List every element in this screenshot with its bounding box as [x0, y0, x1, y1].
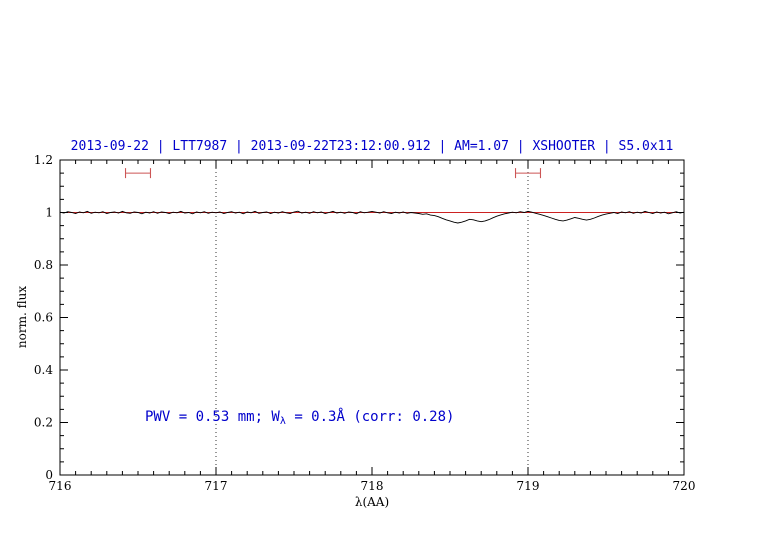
x-tick-label: 718	[361, 479, 384, 493]
y-tick-label: 0.4	[34, 363, 53, 377]
y-tick-label: 0	[45, 468, 53, 482]
axis-frame	[59, 159, 685, 476]
pwv-annotation-suffix: = 0.3Å (corr: 0.28)	[285, 409, 455, 425]
x-tick-label: 719	[517, 479, 540, 493]
x-tick-label: 717	[205, 479, 228, 493]
lambda-subscript: λ	[279, 416, 286, 427]
spectrum-line	[59, 210, 685, 224]
y-tick-label: 1.2	[34, 153, 53, 167]
x-axis-label: λ(AA)	[354, 495, 390, 509]
y-tick-label: 1	[45, 206, 53, 220]
x-tick-label: 720	[673, 479, 696, 493]
y-tick-label: 0.2	[34, 416, 53, 430]
pwv-annotation-prefix: PWV = 0.53 mm; W	[145, 409, 280, 425]
page-title: 2013-09-22 | LTT7987 | 2013-09-22T23:12:…	[70, 139, 674, 154]
y-axis-label: norm. flux	[15, 285, 29, 349]
pwv-annotation: PWV = 0.53 mm; Wλ = 0.3Å (corr: 0.28)	[145, 409, 454, 427]
x-tick-label: 716	[49, 479, 72, 493]
y-tick-label: 0.8	[34, 258, 53, 272]
y-tick-label: 0.6	[34, 311, 53, 325]
